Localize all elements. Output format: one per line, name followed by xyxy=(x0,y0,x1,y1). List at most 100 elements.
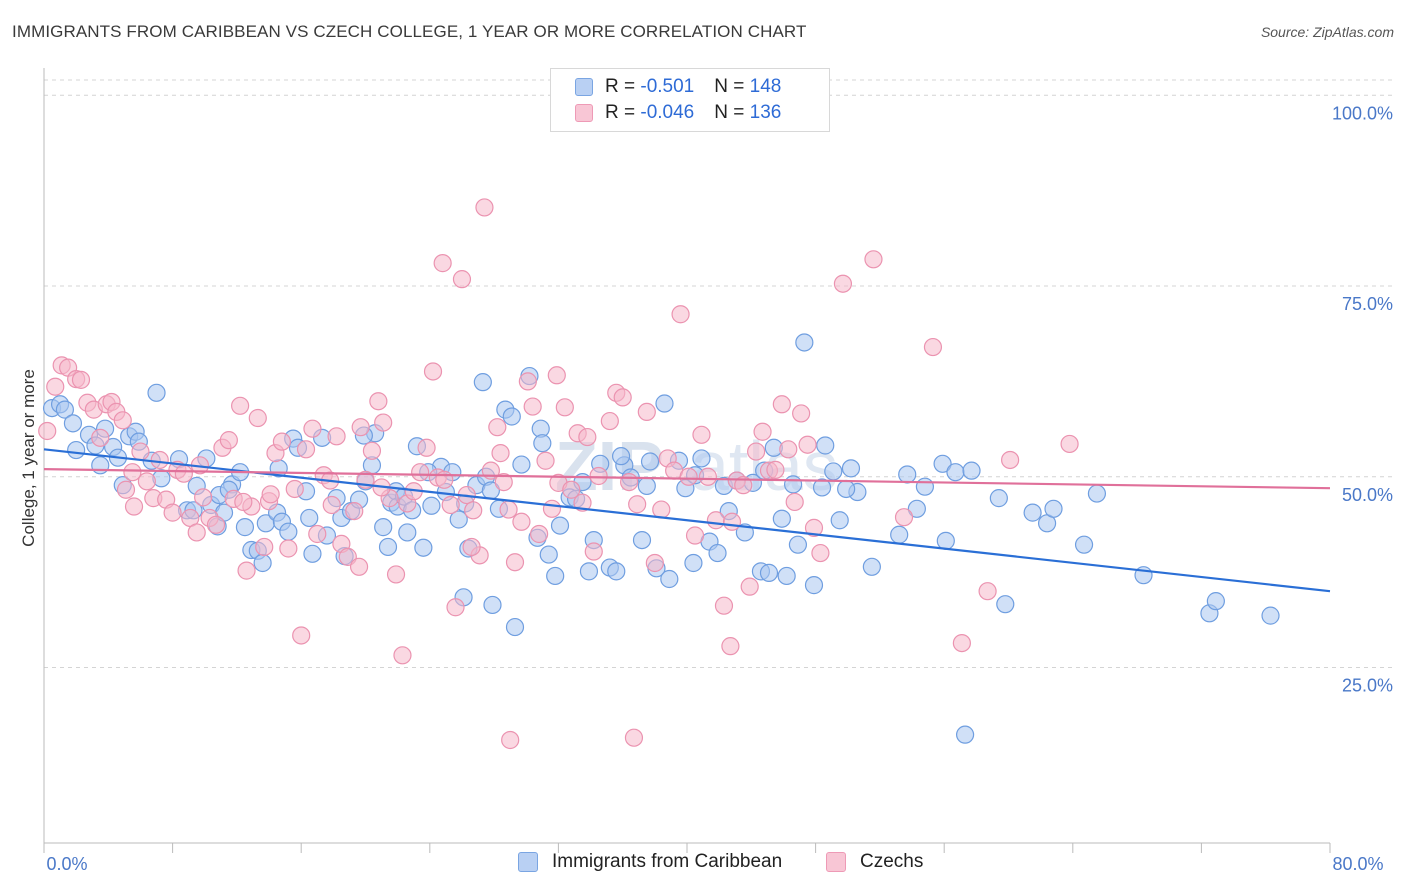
data-point xyxy=(952,633,971,653)
data-point xyxy=(624,728,644,747)
data-point xyxy=(753,422,772,441)
data-point xyxy=(91,428,110,447)
data-point xyxy=(907,499,926,518)
data-point xyxy=(996,595,1015,614)
data-point xyxy=(351,418,370,437)
data-point xyxy=(684,553,703,573)
data-point xyxy=(67,440,86,460)
data-point xyxy=(792,404,811,423)
data-point xyxy=(933,454,952,473)
data-point xyxy=(772,395,791,414)
data-point xyxy=(55,400,74,419)
data-point xyxy=(811,543,830,563)
data-point xyxy=(494,473,513,492)
legend-r-label: R = xyxy=(605,76,641,97)
data-point xyxy=(435,470,454,489)
data-point xyxy=(936,531,955,550)
data-point xyxy=(422,496,441,515)
data-point xyxy=(417,438,436,457)
data-point xyxy=(499,500,518,519)
data-point xyxy=(303,544,322,563)
data-point xyxy=(721,637,740,656)
data-point xyxy=(38,421,57,441)
data-point xyxy=(349,557,369,576)
data-point xyxy=(234,492,253,512)
data-point xyxy=(864,250,883,269)
data-point xyxy=(923,337,943,357)
data-point xyxy=(798,435,817,454)
data-point xyxy=(722,512,742,531)
data-point xyxy=(1023,503,1042,522)
data-point xyxy=(137,472,156,491)
data-point xyxy=(530,524,549,544)
legend-n-value: 136 xyxy=(749,102,782,123)
data-point xyxy=(255,537,274,557)
data-point xyxy=(685,526,705,545)
data-point xyxy=(63,414,83,433)
data-point xyxy=(473,373,492,392)
data-point xyxy=(589,466,608,486)
data-point xyxy=(505,617,525,637)
data-point xyxy=(740,577,759,596)
data-point xyxy=(174,464,193,483)
data-point xyxy=(296,440,316,459)
data-point xyxy=(734,476,753,495)
data-point xyxy=(579,562,599,581)
data-point xyxy=(795,333,814,352)
data-point xyxy=(147,383,166,402)
data-point xyxy=(714,596,734,615)
data-point xyxy=(607,562,626,581)
data-point xyxy=(462,537,481,557)
data-point xyxy=(279,539,298,558)
data-point xyxy=(124,497,144,516)
data-point xyxy=(441,495,460,515)
series-czechs xyxy=(38,198,1079,750)
data-point xyxy=(46,377,65,396)
data-point xyxy=(113,411,132,430)
data-point xyxy=(475,198,494,217)
legend-label-caribbean: Immigrants from Caribbean xyxy=(552,851,783,872)
legend-item-czechs[interactable]: Czechs xyxy=(826,851,923,873)
data-point xyxy=(398,523,417,542)
data-point xyxy=(452,270,472,289)
data-point xyxy=(915,477,935,496)
data-point xyxy=(692,425,711,444)
data-point xyxy=(414,538,433,557)
data-point xyxy=(237,561,256,580)
legend-n-label: N = xyxy=(714,102,750,123)
data-point xyxy=(652,500,671,519)
y-tick-label: 100.0% xyxy=(1332,103,1393,123)
data-point xyxy=(449,510,468,529)
data-point xyxy=(71,370,91,389)
legend-r-value: -0.501 xyxy=(640,76,695,97)
data-point xyxy=(518,372,537,391)
data-point xyxy=(816,436,835,455)
data-point xyxy=(841,459,861,478)
data-point xyxy=(194,488,213,507)
data-point xyxy=(123,463,142,482)
data-point xyxy=(962,461,981,480)
data-point xyxy=(502,407,521,426)
data-point xyxy=(890,525,909,544)
data-point xyxy=(285,479,304,499)
data-point xyxy=(272,432,292,451)
data-point xyxy=(785,492,804,512)
data-point xyxy=(1001,450,1020,470)
data-point xyxy=(645,553,664,573)
axis-labels: 25.0% 50.0% 75.0% 100.0% 0.0% 80.0% College, 1… xyxy=(19,103,1393,874)
data-point xyxy=(505,553,525,572)
data-point xyxy=(423,362,443,381)
data-point xyxy=(374,413,393,432)
data-point xyxy=(766,460,785,479)
data-point xyxy=(1060,434,1079,454)
y-tick-label: 25.0% xyxy=(1342,676,1393,696)
correlation-legend: R = -0.501 N = 148 R = -0.046 N = 136 xyxy=(550,68,830,132)
data-point xyxy=(446,598,465,617)
legend-item-caribbean[interactable]: Immigrants from Caribbean xyxy=(518,851,782,873)
legend-swatch-blue xyxy=(575,78,593,96)
data-point xyxy=(116,480,136,499)
data-point xyxy=(804,518,824,537)
data-point xyxy=(163,503,182,522)
data-point xyxy=(555,398,574,417)
series-caribbean xyxy=(42,333,1280,744)
